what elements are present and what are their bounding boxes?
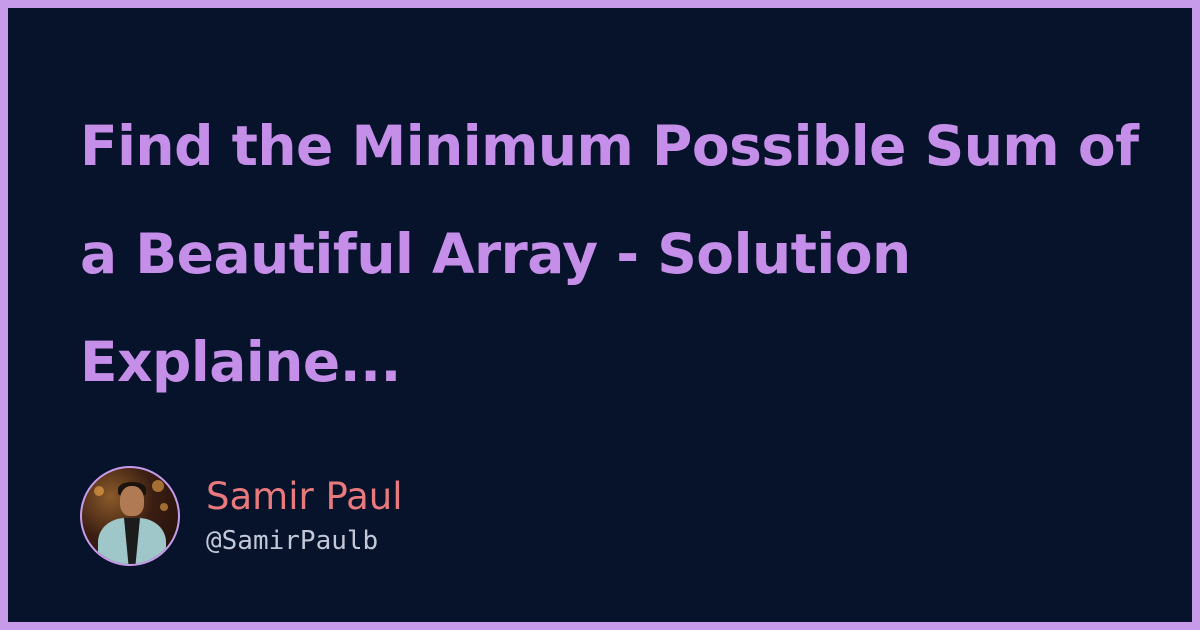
avatar-bokeh-light: [152, 480, 164, 492]
article-title: Find the Minimum Possible Sum of a Beaut…: [80, 114, 1139, 394]
author-text: Samir Paul @SamirPaulb: [206, 475, 403, 557]
author-avatar: [80, 466, 180, 566]
author-handle: @SamirPaulb: [206, 526, 379, 556]
avatar-face: [120, 486, 144, 516]
avatar-bokeh-light: [160, 503, 168, 511]
avatar-shirt: [124, 518, 140, 564]
author-info: Samir Paul @SamirPaulb: [80, 466, 403, 566]
avatar-bokeh-light: [94, 486, 104, 496]
author-name: Samir Paul: [206, 475, 403, 518]
